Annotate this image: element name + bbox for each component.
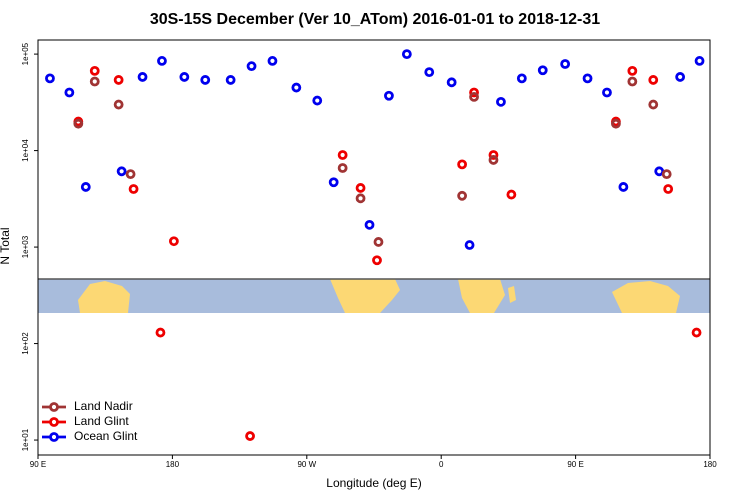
point bbox=[168, 236, 179, 247]
land bbox=[612, 281, 680, 313]
point bbox=[654, 166, 665, 177]
land bbox=[508, 286, 516, 303]
point bbox=[89, 76, 100, 87]
y-tick-label: 1e+04 bbox=[21, 139, 30, 162]
point bbox=[602, 87, 612, 98]
point bbox=[179, 72, 190, 82]
point bbox=[582, 73, 593, 84]
point bbox=[457, 190, 468, 201]
point bbox=[73, 118, 84, 129]
y-tick-label: 1e+02 bbox=[21, 332, 30, 355]
point bbox=[627, 76, 638, 87]
map-strip bbox=[38, 278, 710, 313]
point bbox=[648, 75, 659, 85]
point bbox=[312, 95, 323, 106]
land bbox=[330, 279, 400, 313]
point bbox=[694, 56, 705, 66]
legend-label: Land Glint bbox=[74, 414, 129, 428]
point bbox=[496, 96, 506, 107]
point bbox=[373, 237, 384, 247]
point bbox=[488, 155, 499, 165]
point bbox=[372, 255, 382, 266]
point bbox=[464, 240, 475, 250]
point bbox=[137, 72, 148, 82]
legend-marker bbox=[49, 432, 59, 442]
point bbox=[267, 56, 278, 66]
x-axis-label: Longitude (deg E) bbox=[326, 476, 421, 490]
point bbox=[355, 183, 366, 193]
chart-title: 30S-15S December (Ver 10_ATom) 2016-01-0… bbox=[150, 11, 600, 28]
point bbox=[337, 163, 348, 173]
point bbox=[355, 193, 366, 204]
point bbox=[157, 56, 167, 66]
x-tick-label: 0 bbox=[439, 460, 444, 469]
point bbox=[446, 77, 457, 88]
y-tick-label: 1e+05 bbox=[21, 42, 30, 65]
point bbox=[225, 75, 236, 85]
point bbox=[663, 184, 674, 194]
point bbox=[661, 169, 672, 180]
point bbox=[125, 169, 136, 180]
point bbox=[401, 49, 412, 59]
point bbox=[675, 72, 686, 82]
x-tick-label: 90 E bbox=[567, 460, 583, 469]
point bbox=[291, 82, 302, 93]
point bbox=[516, 73, 527, 84]
point bbox=[537, 65, 548, 76]
x-tick-label: 180 bbox=[703, 460, 717, 469]
point bbox=[128, 184, 139, 194]
x-tick-label: 90 E bbox=[30, 460, 46, 469]
x-tick-label: 90 W bbox=[297, 460, 316, 469]
x-tick-label: 180 bbox=[166, 460, 180, 469]
point bbox=[469, 92, 479, 102]
point bbox=[113, 99, 124, 110]
y-tick-label: 1e+01 bbox=[21, 428, 30, 451]
legend-label: Land Nadir bbox=[74, 399, 133, 413]
point bbox=[691, 327, 702, 338]
point bbox=[246, 61, 257, 72]
point bbox=[364, 219, 375, 230]
point bbox=[648, 99, 659, 110]
legend-label: Ocean Glint bbox=[74, 429, 138, 443]
point bbox=[384, 90, 394, 101]
point bbox=[200, 75, 211, 85]
point bbox=[424, 67, 435, 78]
point bbox=[627, 65, 638, 76]
legend-marker bbox=[49, 417, 59, 427]
point bbox=[113, 75, 124, 85]
point bbox=[488, 150, 499, 160]
point bbox=[506, 189, 517, 200]
point bbox=[469, 87, 479, 98]
point bbox=[89, 65, 100, 76]
point bbox=[245, 431, 255, 441]
plot-frame bbox=[37, 39, 711, 456]
y-tick-label: 1e+03 bbox=[21, 235, 30, 258]
point bbox=[611, 118, 621, 129]
point bbox=[64, 87, 75, 98]
point bbox=[328, 177, 339, 188]
y-axis-label: N Total bbox=[0, 227, 12, 264]
point bbox=[45, 73, 55, 84]
point bbox=[560, 59, 571, 69]
land bbox=[458, 279, 505, 313]
point bbox=[337, 150, 348, 160]
land bbox=[78, 281, 130, 313]
point bbox=[80, 182, 91, 192]
point bbox=[457, 159, 468, 170]
point bbox=[155, 327, 166, 338]
legend-marker bbox=[49, 402, 59, 412]
point bbox=[116, 166, 127, 177]
point bbox=[618, 182, 629, 192]
